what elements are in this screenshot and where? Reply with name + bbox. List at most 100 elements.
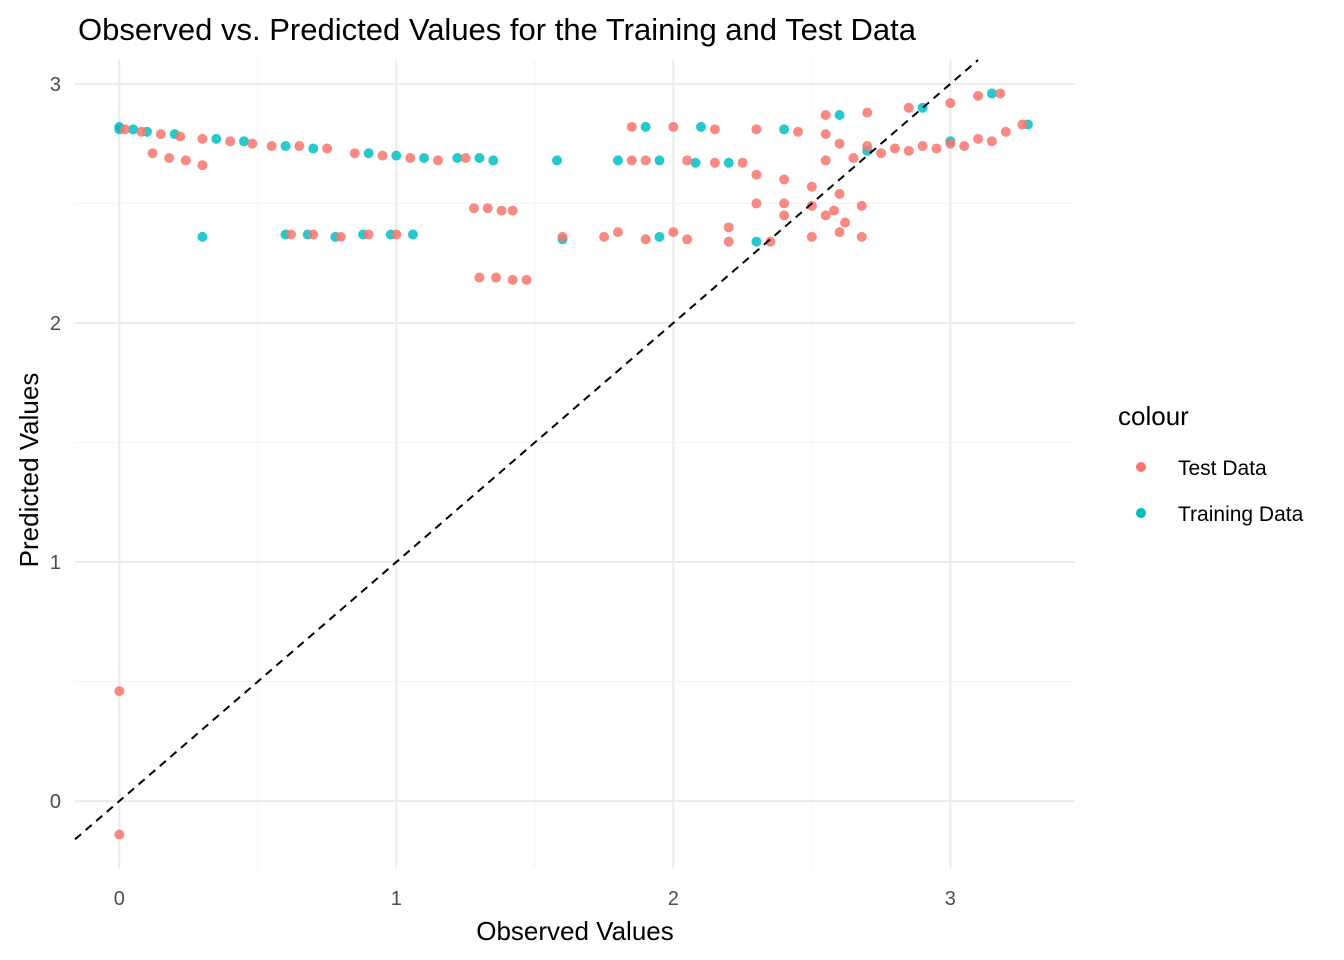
x-tick-label: 2 bbox=[668, 888, 679, 910]
legend-key-training-data bbox=[1136, 508, 1146, 518]
y-tick-label: 3 bbox=[50, 74, 61, 96]
y-tick-label: 0 bbox=[50, 791, 61, 813]
point-test-data bbox=[973, 133, 984, 144]
point-test-data bbox=[308, 229, 319, 240]
point-test-data bbox=[917, 141, 928, 152]
point-training-data bbox=[654, 155, 665, 166]
point-training-data bbox=[308, 143, 319, 154]
point-test-data bbox=[903, 102, 914, 113]
point-test-data bbox=[507, 205, 518, 216]
point-test-data bbox=[507, 274, 518, 285]
data-points bbox=[114, 88, 1033, 840]
point-test-data bbox=[335, 231, 346, 242]
point-test-data bbox=[931, 143, 942, 154]
point-test-data bbox=[792, 126, 803, 137]
point-test-data bbox=[147, 148, 158, 159]
point-test-data bbox=[474, 272, 485, 283]
point-training-data bbox=[654, 231, 665, 242]
point-training-data bbox=[474, 153, 485, 164]
legend-key-test-data bbox=[1136, 462, 1146, 472]
point-training-data bbox=[551, 155, 562, 166]
point-test-data bbox=[709, 157, 720, 168]
point-test-data bbox=[1000, 126, 1011, 137]
point-training-data bbox=[391, 150, 402, 161]
point-training-data bbox=[419, 153, 430, 164]
point-test-data bbox=[114, 686, 125, 697]
point-test-data bbox=[862, 141, 873, 152]
x-tick-label: 3 bbox=[945, 888, 956, 910]
point-training-data bbox=[488, 155, 499, 166]
point-test-data bbox=[496, 205, 507, 216]
point-training-data bbox=[280, 141, 291, 152]
point-test-data bbox=[779, 198, 790, 209]
point-test-data bbox=[834, 188, 845, 199]
point-test-data bbox=[903, 145, 914, 156]
point-test-data bbox=[779, 174, 790, 185]
point-training-data bbox=[834, 109, 845, 120]
point-test-data bbox=[363, 229, 374, 240]
legend-title: colour bbox=[1118, 401, 1189, 431]
point-test-data bbox=[945, 98, 956, 109]
point-training-data bbox=[690, 157, 701, 168]
point-test-data bbox=[945, 138, 956, 149]
x-tick-label: 0 bbox=[114, 888, 125, 910]
point-test-data bbox=[482, 203, 493, 214]
point-test-data bbox=[180, 155, 191, 166]
point-test-data bbox=[959, 141, 970, 152]
point-test-data bbox=[119, 124, 130, 135]
point-test-data bbox=[640, 155, 651, 166]
point-test-data bbox=[491, 272, 502, 283]
y-tick-label: 1 bbox=[50, 552, 61, 574]
point-test-data bbox=[723, 236, 734, 247]
point-test-data bbox=[225, 136, 236, 147]
point-training-data bbox=[723, 157, 734, 168]
point-test-data bbox=[682, 155, 693, 166]
point-training-data bbox=[452, 153, 463, 164]
point-test-data bbox=[820, 210, 831, 221]
point-test-data bbox=[557, 231, 568, 242]
point-test-data bbox=[668, 121, 679, 132]
point-test-data bbox=[779, 210, 790, 221]
point-test-data bbox=[322, 143, 333, 154]
point-test-data bbox=[391, 229, 402, 240]
axis-ticks: 0 1 2 3 0 1 2 3 bbox=[50, 74, 956, 910]
point-test-data bbox=[668, 227, 679, 238]
point-test-data bbox=[856, 200, 867, 211]
point-test-data bbox=[751, 169, 762, 180]
x-axis-title: Observed Values bbox=[476, 916, 674, 946]
point-test-data bbox=[834, 227, 845, 238]
point-test-data bbox=[820, 129, 831, 140]
point-test-data bbox=[765, 236, 776, 247]
point-test-data bbox=[136, 126, 147, 137]
point-test-data bbox=[286, 229, 297, 240]
point-test-data bbox=[405, 153, 416, 164]
x-tick-label: 1 bbox=[391, 888, 402, 910]
point-test-data bbox=[737, 157, 748, 168]
point-training-data bbox=[128, 124, 139, 135]
point-test-data bbox=[682, 234, 693, 245]
point-test-data bbox=[521, 274, 532, 285]
point-test-data bbox=[995, 88, 1006, 99]
point-test-data bbox=[640, 234, 651, 245]
point-test-data bbox=[862, 107, 873, 118]
point-test-data bbox=[460, 153, 471, 164]
legend-label-training-data: Training Data bbox=[1178, 503, 1304, 526]
point-test-data bbox=[155, 129, 166, 140]
point-test-data bbox=[432, 155, 443, 166]
point-test-data bbox=[294, 141, 305, 152]
point-training-data bbox=[197, 231, 208, 242]
point-test-data bbox=[834, 138, 845, 149]
point-test-data bbox=[197, 160, 208, 171]
point-test-data bbox=[114, 829, 125, 840]
point-test-data bbox=[806, 181, 817, 192]
point-training-data bbox=[696, 121, 707, 132]
point-test-data bbox=[1017, 119, 1028, 130]
point-test-data bbox=[709, 124, 720, 135]
point-test-data bbox=[848, 153, 859, 164]
point-test-data bbox=[829, 205, 840, 216]
point-test-data bbox=[626, 155, 637, 166]
point-test-data bbox=[751, 124, 762, 135]
point-test-data bbox=[820, 155, 831, 166]
identity-reference-line bbox=[74, 59, 979, 841]
chart-title: Observed vs. Predicted Values for the Tr… bbox=[78, 12, 917, 47]
